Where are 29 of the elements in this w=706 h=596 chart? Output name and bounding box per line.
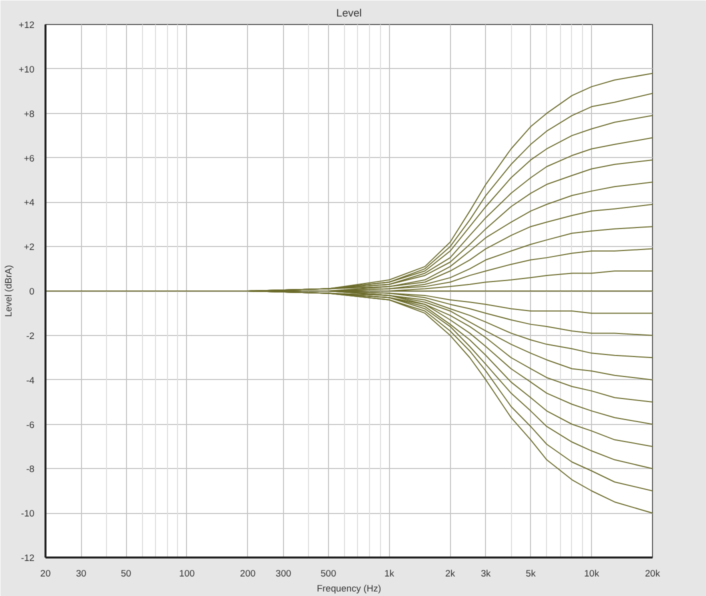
y-tick-label: -10	[21, 508, 34, 519]
x-tick-label: 50	[120, 568, 132, 578]
x-tick-label: 3k	[480, 568, 492, 578]
y-tick-label: -2	[26, 330, 35, 341]
y-tick-label: +10	[18, 64, 35, 74]
x-tick-label: 100	[179, 568, 195, 578]
x-tick-label: 2k	[445, 568, 456, 578]
y-tick-label: -4	[26, 375, 35, 386]
x-tick-label: 500	[320, 568, 336, 578]
y-tick-label: 0	[29, 286, 35, 296]
x-tick-label: 300	[276, 568, 292, 578]
y-tick-label: +2	[24, 242, 35, 252]
x-axis-title: Frequency (Hz)	[316, 584, 382, 594]
x-tick-label: 5k	[526, 568, 536, 578]
y-axis-title: Level (dBrA)	[4, 265, 14, 317]
y-tick-label: +6	[24, 153, 35, 164]
y-tick-label: +8	[24, 108, 35, 119]
x-tick-label: 10k	[584, 568, 600, 578]
chart-title: Level	[336, 8, 362, 20]
x-tick-label: 200	[240, 568, 256, 578]
x-tick-label: 30	[76, 568, 86, 578]
x-tick-label: 1k	[384, 568, 395, 578]
y-tick-label: -12	[21, 553, 34, 563]
y-tick-label: -8	[26, 464, 35, 474]
y-tick-label: -6	[26, 420, 35, 430]
x-tick-label: 20k	[644, 568, 660, 578]
y-tick-label: +4	[24, 198, 35, 208]
y-tick-label: +12	[18, 20, 35, 30]
x-tick-label: 20	[40, 568, 51, 578]
